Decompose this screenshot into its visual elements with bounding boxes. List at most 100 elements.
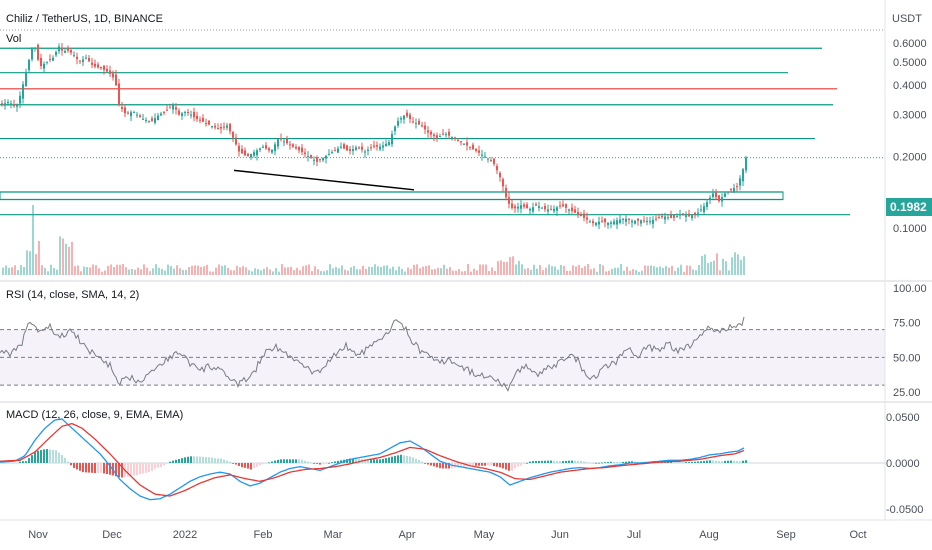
candle-body	[718, 195, 720, 202]
macd-histogram-bar	[676, 461, 678, 463]
candle-body	[208, 120, 210, 125]
candle-body	[559, 205, 561, 207]
macd-histogram-bar	[316, 463, 318, 464]
candle-body	[337, 148, 339, 153]
macd-histogram-bar	[271, 461, 273, 463]
volume-bar	[29, 251, 31, 275]
volume-bar	[44, 268, 46, 275]
macd-histogram-bar	[355, 458, 357, 463]
volume-bar	[542, 270, 544, 275]
candle-body	[712, 193, 714, 198]
volume-bar	[446, 268, 448, 275]
volume-bar	[263, 268, 265, 275]
volume-bar	[191, 265, 193, 275]
candle-body	[319, 159, 321, 161]
candle-body	[415, 123, 417, 125]
macd-histogram-bar	[622, 461, 624, 463]
candle-body	[478, 150, 480, 153]
volume-bar	[653, 266, 655, 275]
macd-histogram-bar	[172, 460, 174, 463]
volume-bar	[197, 265, 199, 275]
macd-histogram-bar	[376, 459, 378, 463]
candle-body	[370, 147, 372, 149]
macd-histogram-bar	[337, 460, 339, 463]
macd-histogram-bar	[25, 461, 27, 463]
candle-body	[481, 154, 483, 156]
volume-bar	[110, 264, 112, 275]
candle-body	[670, 214, 672, 218]
candle-body	[655, 218, 657, 220]
candle-body	[97, 64, 99, 68]
rsi-panel[interactable]	[0, 316, 885, 392]
candle-body	[601, 220, 603, 222]
price-tick-label: 0.5000	[893, 57, 927, 69]
volume-bar	[611, 268, 613, 275]
macd-histogram-bar	[571, 460, 573, 463]
macd-histogram-bar	[418, 460, 420, 463]
candle-body	[289, 144, 291, 146]
macd-histogram-bar	[553, 460, 555, 463]
candle-body	[595, 222, 597, 226]
macd-histogram-bar	[7, 463, 9, 464]
volume-bar	[161, 269, 163, 275]
candle-body	[103, 65, 105, 70]
volume-bar	[587, 264, 589, 275]
candle-body	[592, 221, 594, 224]
time-tick-label: Oct	[849, 529, 866, 541]
candle-body	[397, 120, 399, 126]
rsi-tick-label: 75.00	[893, 318, 921, 330]
volume-bar	[233, 270, 235, 275]
candle-body	[406, 112, 408, 117]
macd-histogram-bar	[220, 458, 222, 463]
volume-bar	[170, 266, 172, 275]
candle-body	[91, 62, 93, 65]
volume-bar	[14, 265, 16, 275]
time-tick-label: Mar	[324, 529, 343, 541]
macd-histogram-bar	[253, 463, 255, 469]
candle-body	[490, 160, 492, 162]
volume-bar	[659, 266, 661, 275]
candle-body	[373, 145, 375, 147]
volume-bar	[608, 270, 610, 275]
candle-body	[130, 112, 132, 117]
candle-body	[745, 157, 747, 171]
macd-panel[interactable]	[0, 418, 885, 501]
volume-bar	[578, 264, 580, 275]
candle-body	[235, 137, 237, 145]
volume-bar	[386, 265, 388, 275]
candle-body	[394, 126, 396, 132]
candle-body	[250, 154, 252, 158]
macd-histogram-bar	[70, 463, 72, 466]
macd-histogram-bar	[133, 463, 135, 476]
volume-bar	[563, 265, 565, 275]
volume-bar	[266, 267, 268, 275]
macd-histogram-bar	[238, 463, 240, 466]
macd-histogram-bar	[4, 463, 6, 464]
time-axis[interactable]: Nov Dec 2022 Feb Mar Apr May Jun Jul Aug Sep Oct	[28, 529, 866, 541]
candle-body	[367, 149, 369, 151]
candle-body	[652, 219, 654, 224]
candle-body	[364, 151, 366, 153]
price-panel[interactable]	[0, 29, 885, 275]
candle-body	[232, 132, 234, 138]
price-axis[interactable]: 0.6000 0.5000 0.4000 0.3000 0.2000 0.1000 100.…	[886, 38, 927, 516]
volume-bar	[656, 267, 658, 275]
macd-histogram-bar	[487, 463, 489, 466]
volume-bar	[113, 266, 115, 275]
candle-body	[154, 118, 156, 123]
candle-body	[79, 60, 81, 62]
volume-bar	[461, 271, 463, 275]
volume-bar	[50, 264, 52, 275]
volume-bar	[410, 269, 412, 275]
macd-histogram-bar	[682, 462, 684, 463]
volume-bar	[68, 246, 70, 275]
macd-histogram-bar	[625, 461, 627, 463]
volume-bar	[281, 264, 283, 275]
candle-body	[574, 209, 576, 213]
candle-body	[205, 123, 207, 125]
candle-body	[262, 146, 264, 148]
candle-body	[148, 120, 150, 122]
candle-body	[133, 112, 135, 114]
candle-body	[556, 207, 558, 211]
